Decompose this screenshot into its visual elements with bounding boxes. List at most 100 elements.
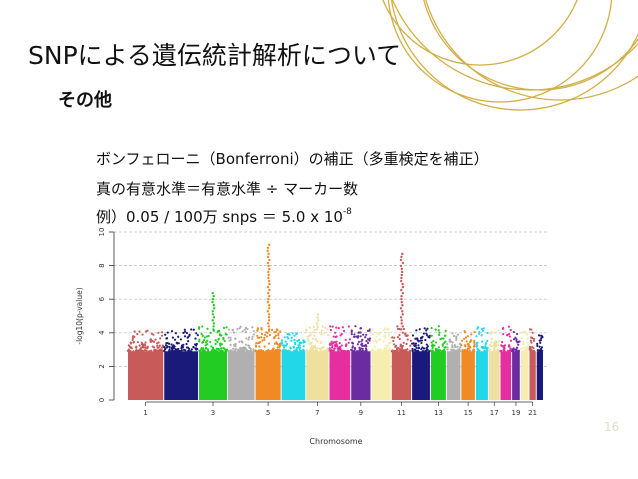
snp-peak-point (211, 291, 214, 295)
snp-point (285, 350, 288, 353)
snp-point (229, 336, 232, 339)
snp-point (206, 343, 209, 346)
snp-point (329, 328, 332, 332)
snp-point (406, 348, 409, 351)
snp-point (248, 336, 251, 339)
snp-point (260, 328, 263, 331)
snp-peak-point (400, 288, 403, 292)
snp-point (173, 345, 176, 348)
snp-point (148, 350, 151, 353)
snp-point (516, 332, 519, 336)
snp-point (158, 348, 162, 351)
snp-point (281, 350, 284, 353)
snp-point (222, 338, 225, 341)
snp-point (277, 332, 280, 335)
chromosome-4-band (228, 351, 255, 400)
snp-point (420, 339, 423, 342)
snp-point (496, 349, 499, 353)
snp-peak-point (268, 243, 271, 246)
snp-point (256, 327, 259, 330)
snp-point (204, 344, 207, 347)
snp-point (512, 331, 515, 334)
snp-point (206, 339, 209, 342)
chromosome-16-band (475, 351, 488, 400)
snp-point (168, 348, 171, 351)
snp-point (268, 333, 272, 337)
snp-point (464, 336, 468, 339)
snp-point (398, 333, 401, 337)
snp-point (273, 337, 276, 340)
snp-point (229, 349, 232, 352)
snp-point (269, 350, 272, 353)
snp-point (205, 335, 208, 338)
snp-point (307, 339, 310, 343)
snp-point (467, 342, 470, 346)
snp-point (225, 326, 228, 329)
snp-peak-point (211, 301, 214, 304)
snp-point (286, 335, 289, 339)
chromosome-18-points (499, 325, 513, 400)
snp-point (210, 345, 213, 348)
snp-point (264, 350, 268, 353)
chromosome-11-band (391, 351, 412, 400)
snp-point (327, 333, 330, 337)
snp-point (232, 347, 235, 350)
snp-point (163, 345, 166, 349)
snp-peak-point (266, 261, 270, 265)
x-tick-label: 3 (211, 409, 215, 417)
snp-point (279, 330, 282, 333)
snp-point (358, 346, 361, 349)
snp-point (503, 346, 506, 349)
snp-point (441, 350, 444, 353)
snp-point (457, 348, 460, 352)
chromosome-21-points (528, 328, 536, 400)
snp-point (141, 333, 144, 336)
snp-point (292, 346, 295, 349)
snp-point (306, 350, 309, 353)
chromosome-20-band (520, 351, 529, 400)
snp-point (248, 346, 251, 349)
snp-point (361, 342, 364, 345)
snp-point (537, 334, 541, 337)
snp-peak-point (266, 301, 270, 304)
snp-point (488, 343, 491, 346)
slide-title: SNPによる遺伝統計解析について (28, 41, 402, 70)
snp-point (421, 346, 424, 349)
snp-point (379, 348, 382, 351)
snp-point (441, 344, 444, 347)
snp-peak-point (212, 304, 216, 307)
snp-point (360, 350, 363, 353)
snp-peak-point (211, 319, 214, 322)
snp-point (396, 325, 399, 328)
snp-peak-point (400, 270, 404, 274)
snp-point (428, 334, 431, 337)
snp-point (219, 344, 222, 347)
snp-point (334, 331, 337, 334)
snp-point (152, 349, 156, 352)
snp-peak-point (266, 322, 270, 325)
snp-point (201, 325, 204, 328)
snp-point (217, 337, 220, 340)
snp-point (258, 336, 261, 339)
snp-point (157, 331, 160, 334)
snp-point (497, 329, 500, 332)
snp-point (393, 349, 396, 353)
snp-point (275, 350, 278, 353)
snp-peak-point (400, 319, 403, 322)
snp-point (186, 336, 189, 339)
snp-peak-point (267, 316, 271, 319)
chromosome-15-band (461, 351, 475, 400)
snp-point (221, 349, 224, 353)
snp-point (340, 349, 344, 352)
snp-point (373, 345, 377, 348)
snp-point (216, 347, 219, 350)
snp-point (252, 348, 255, 351)
snp-point (526, 337, 529, 340)
snp-peak-point (401, 261, 405, 265)
snp-point (330, 340, 333, 343)
snp-point (293, 338, 296, 342)
chromosome-22-points (536, 334, 544, 400)
snp-point (207, 334, 210, 338)
snp-point (257, 342, 260, 345)
snp-point (222, 326, 226, 329)
